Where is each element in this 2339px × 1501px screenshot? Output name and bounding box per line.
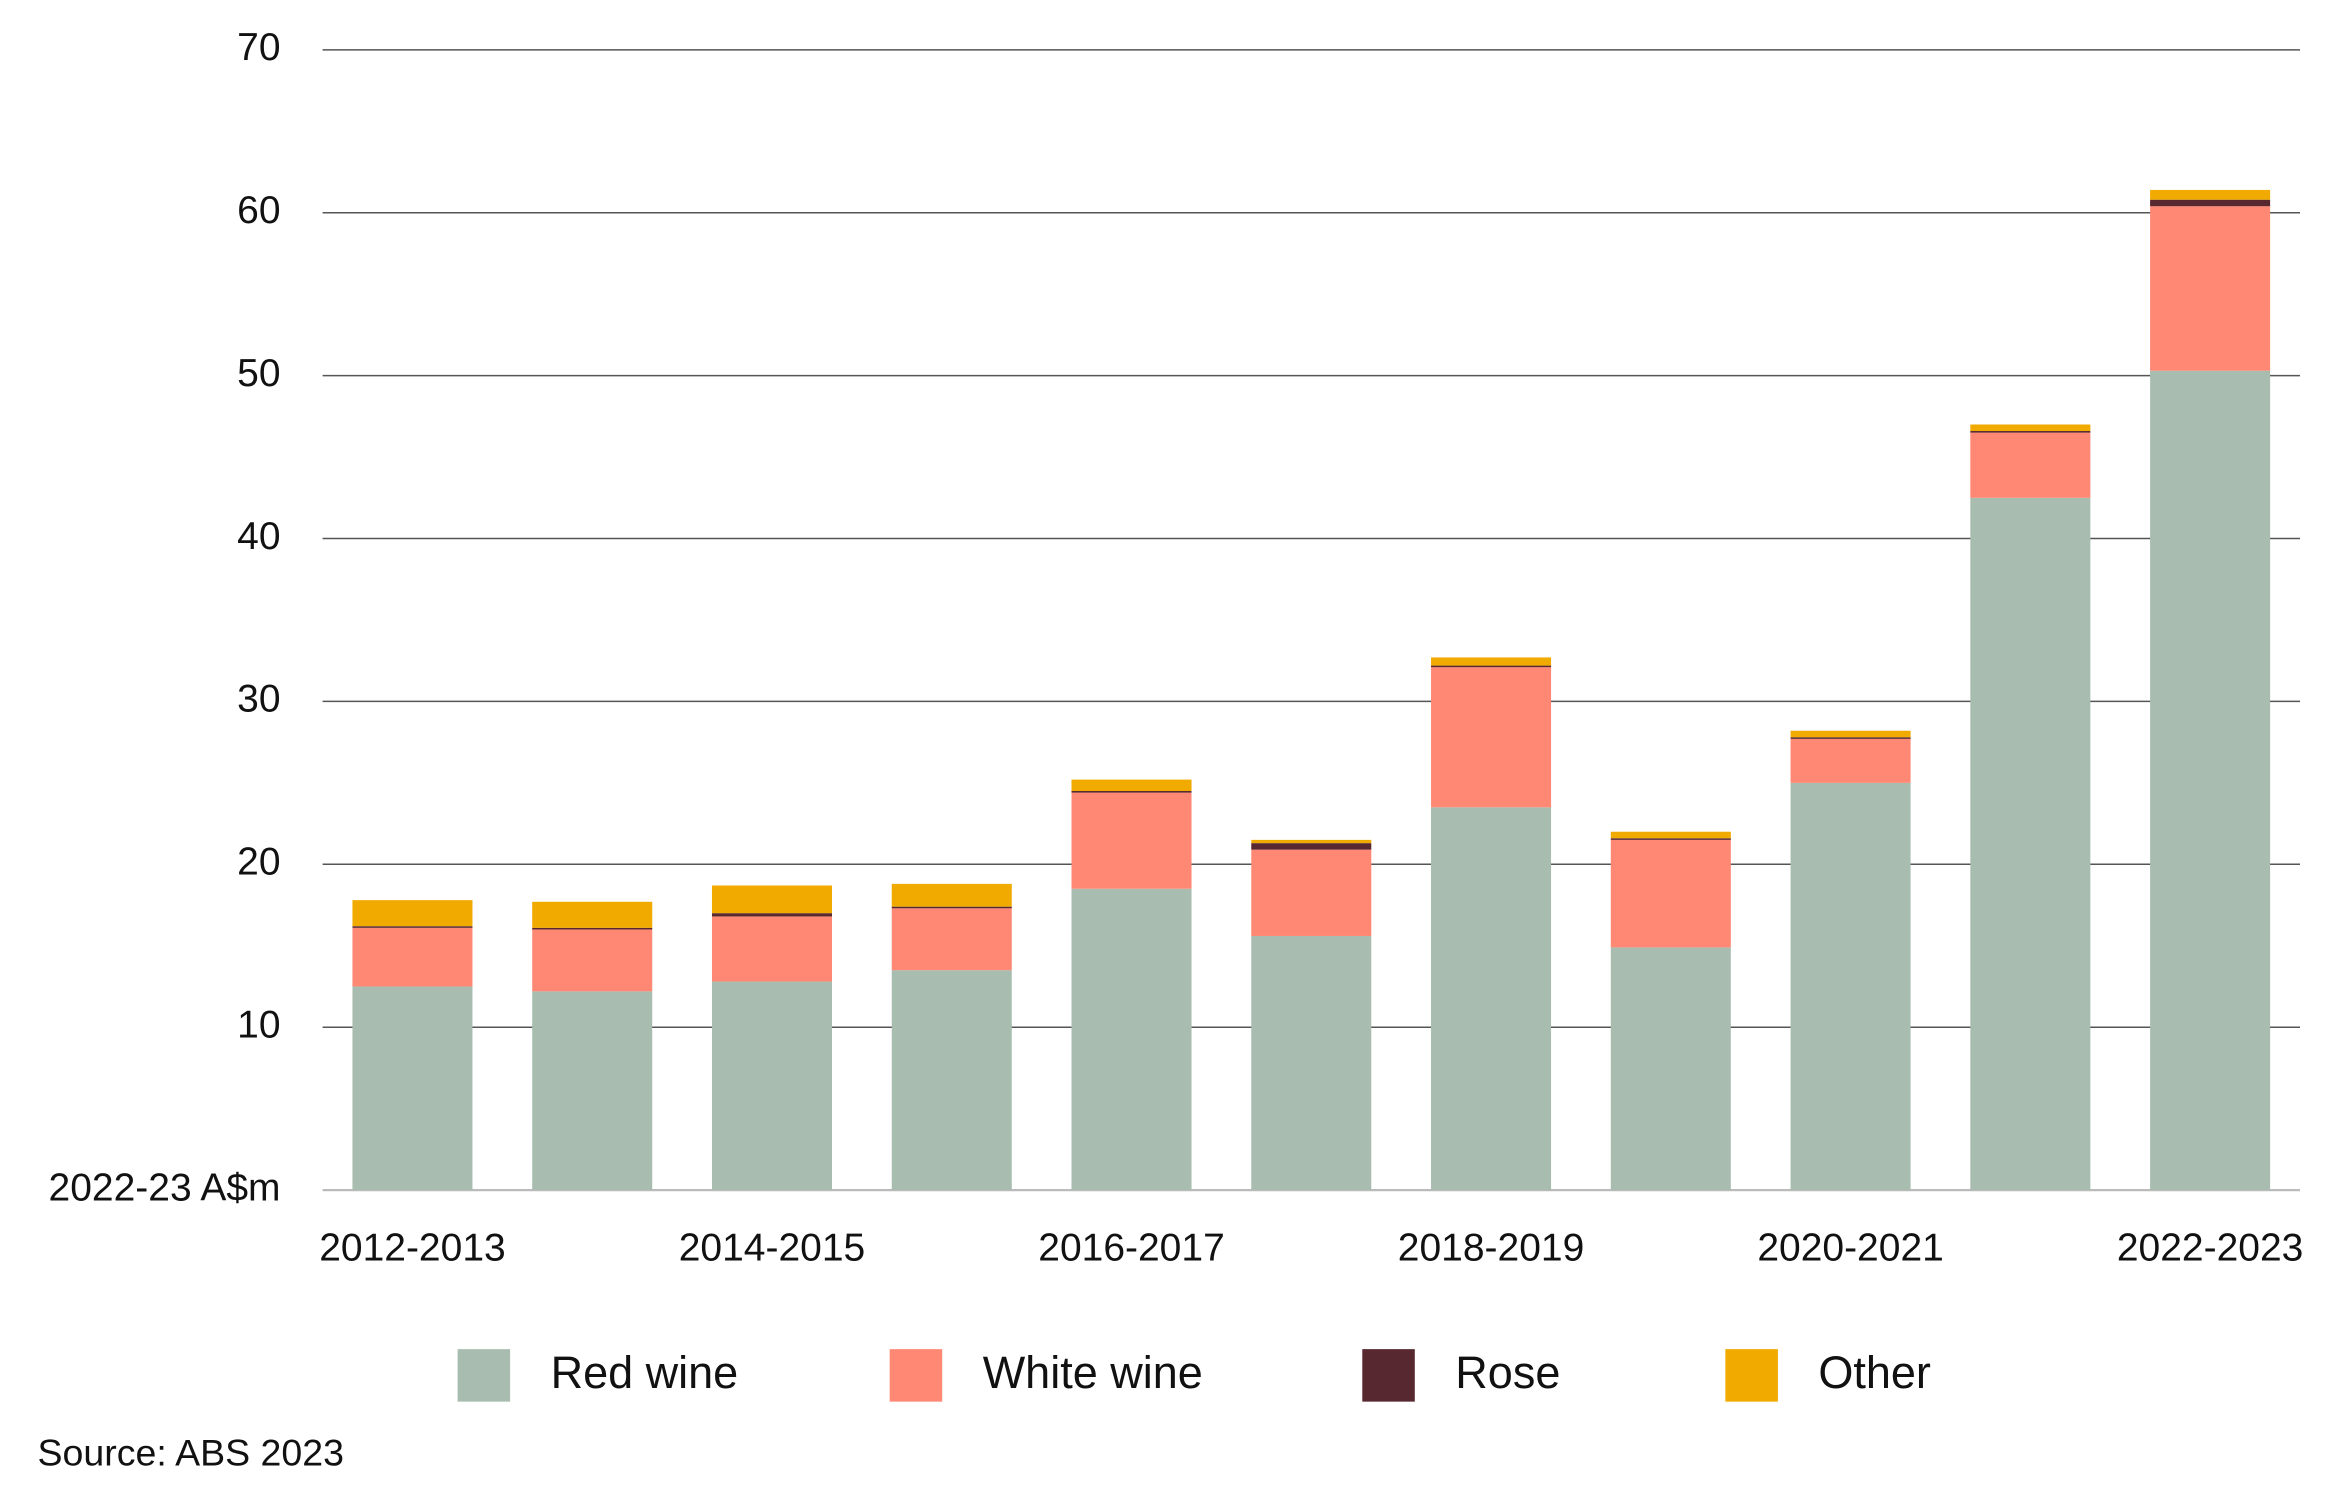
legend-label: Other xyxy=(1818,1347,1931,1398)
bar-segment xyxy=(1790,738,1911,783)
bar-segment xyxy=(1071,791,1192,793)
legend-swatch xyxy=(457,1349,511,1402)
bar-segment xyxy=(352,926,473,928)
bar-segment xyxy=(1610,947,1731,1191)
bar-segment xyxy=(352,900,473,927)
bar-segment xyxy=(711,913,832,917)
legend-label: Red wine xyxy=(551,1347,739,1398)
legend-swatch xyxy=(889,1349,943,1402)
bar-segment xyxy=(1251,849,1372,936)
y-tick-label: 30 xyxy=(237,678,280,721)
y-tick-label: 20 xyxy=(237,841,280,884)
x-tick-label: 2018-2019 xyxy=(1398,1226,1585,1269)
x-tick-label: 2014-2015 xyxy=(679,1226,866,1269)
bar-segment xyxy=(532,929,653,992)
legend-label: Rose xyxy=(1455,1347,1560,1398)
bar-segment xyxy=(1251,839,1372,844)
bar-segment xyxy=(1431,657,1552,666)
legend-swatch xyxy=(1362,1349,1415,1402)
bar-segment xyxy=(1790,730,1911,738)
bar-segment xyxy=(1610,839,1731,948)
y-tick-label: 50 xyxy=(237,352,280,395)
bar-segment xyxy=(2150,199,2271,207)
bar-segment xyxy=(1431,807,1552,1191)
legend-label: White wine xyxy=(983,1347,1203,1398)
bar-segment xyxy=(1970,497,2091,1191)
bar-segment xyxy=(532,927,653,930)
y-axis-label: 2022-23 A$m xyxy=(49,1166,281,1209)
bar-segment xyxy=(891,970,1012,1191)
bar-segment xyxy=(711,981,832,1191)
bar-segment xyxy=(1970,431,2091,433)
bar-segment xyxy=(532,991,653,1191)
bar-segment xyxy=(711,916,832,982)
bar-segment xyxy=(2150,189,2271,200)
bar-segment xyxy=(891,908,1012,971)
y-tick-label: 40 xyxy=(237,515,280,558)
bar-segment xyxy=(1790,737,1911,739)
x-tick-label: 2012-2013 xyxy=(319,1226,506,1269)
bar-segment xyxy=(1431,667,1552,808)
bar-segment xyxy=(1251,843,1372,850)
bar-segment xyxy=(891,883,1012,907)
bar-segment xyxy=(2150,370,2271,1191)
bar-segment xyxy=(1071,779,1192,792)
bar-segment xyxy=(532,901,653,928)
bar-segment xyxy=(1790,782,1911,1191)
bar-segment xyxy=(1251,935,1372,1191)
bar-segment xyxy=(1610,831,1731,839)
x-tick-label: 2020-2021 xyxy=(1757,1226,1944,1269)
bar-segment xyxy=(891,906,1012,909)
bar-segment xyxy=(1610,838,1731,840)
bar-segment xyxy=(352,986,473,1191)
bar-segment xyxy=(1970,424,2091,432)
bar-segment xyxy=(1071,792,1192,889)
bar-segment xyxy=(2150,206,2271,371)
bar-segment xyxy=(711,885,832,914)
legend-swatch xyxy=(1725,1349,1778,1402)
y-tick-label: 60 xyxy=(237,189,280,232)
source-note: Source: ABS 2023 xyxy=(38,1432,344,1474)
bar-segment xyxy=(1970,432,2091,498)
x-tick-label: 2016-2017 xyxy=(1038,1226,1225,1269)
bar-segment xyxy=(1431,665,1552,668)
bar-segment xyxy=(352,927,473,987)
y-tick-label: 10 xyxy=(237,1003,280,1046)
x-tick-label: 2022-2023 xyxy=(2117,1226,2304,1269)
bar-segment xyxy=(1071,888,1192,1191)
y-tick-label: 70 xyxy=(237,26,280,69)
